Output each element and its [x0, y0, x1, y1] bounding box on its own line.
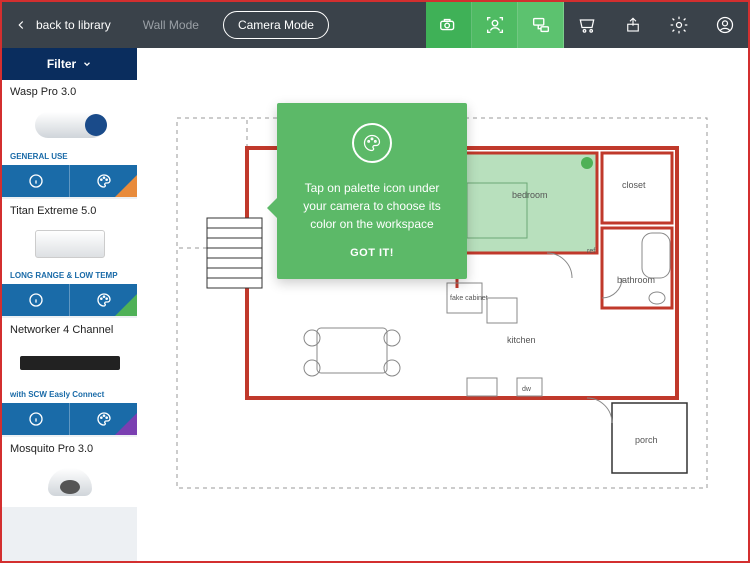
info-icon: [28, 292, 44, 308]
info-icon: [28, 411, 44, 427]
palette-icon: [96, 173, 112, 189]
card-image: [2, 457, 137, 507]
info-button[interactable]: [2, 284, 70, 316]
info-button[interactable]: [2, 403, 70, 435]
room-label: porch: [635, 435, 658, 445]
canvas-workspace[interactable]: bedroom closet bathroom kitchen dining/l…: [137, 48, 748, 561]
camera-card[interactable]: Titan Extreme 5.0 LONG RANGE & LOW TEMP: [2, 199, 137, 316]
filter-button[interactable]: Filter: [2, 48, 137, 80]
room-label: bathroom: [617, 275, 655, 285]
got-it-button[interactable]: GOT IT!: [293, 247, 451, 259]
room-label: fake cabinet: [450, 295, 488, 302]
room-label: closet: [622, 180, 646, 190]
card-image: [2, 100, 137, 150]
face-scan-icon: [484, 14, 506, 36]
card-title: Mosquito Pro 3.0: [2, 437, 137, 457]
info-icon: [28, 173, 44, 189]
share-icon: [624, 16, 642, 34]
green-toolbar: [426, 2, 564, 48]
card-tag: with SCW Easly Connect: [2, 388, 137, 403]
tab-camera-mode[interactable]: Camera Mode: [223, 11, 329, 39]
card-image: [2, 338, 137, 388]
tab-wall-mode[interactable]: Wall Mode: [143, 18, 199, 32]
right-toolbar: [564, 2, 748, 48]
camera-card[interactable]: Mosquito Pro 3.0: [2, 437, 137, 507]
camera-card[interactable]: Networker 4 Channel with SCW Easly Conne…: [2, 318, 137, 435]
card-image: [2, 219, 137, 269]
back-button[interactable]: back to library: [2, 18, 123, 32]
sidebar: Filter Wasp Pro 3.0 GENERAL USE Titan Ex…: [2, 48, 137, 561]
device-icon: [530, 14, 552, 36]
card-title: Wasp Pro 3.0: [2, 80, 137, 100]
card-title: Networker 4 Channel: [2, 318, 137, 338]
mode-tabs: Wall Mode Camera Mode: [143, 11, 329, 39]
settings-button[interactable]: [656, 2, 702, 48]
card-title: Titan Extreme 5.0: [2, 199, 137, 219]
hint-tooltip: Tap on palette icon under your camera to…: [277, 103, 467, 279]
palette-icon: [96, 411, 112, 427]
palette-hint-icon: [352, 123, 392, 163]
cart-button[interactable]: [564, 2, 610, 48]
content-area: Filter Wasp Pro 3.0 GENERAL USE Titan Ex…: [2, 48, 748, 561]
profile-button[interactable]: [702, 2, 748, 48]
palette-icon: [362, 133, 382, 153]
top-bar: back to library Wall Mode Camera Mode: [2, 2, 748, 48]
camera-icon: [438, 14, 460, 36]
card-tag: LONG RANGE & LOW TEMP: [2, 269, 137, 284]
card-corner: [115, 294, 137, 316]
room-label: kitchen: [507, 335, 536, 345]
room-label: bedroom: [512, 190, 548, 200]
share-button[interactable]: [610, 2, 656, 48]
back-arrow-icon: [14, 18, 28, 32]
chevron-down-icon: [82, 59, 92, 69]
card-corner: [115, 413, 137, 435]
tooltip-text: Tap on palette icon under your camera to…: [293, 179, 451, 233]
device-tool-button[interactable]: [518, 2, 564, 48]
profile-icon: [715, 15, 735, 35]
cart-icon: [577, 15, 597, 35]
room-label: dw: [522, 386, 532, 393]
camera-tool-button[interactable]: [426, 2, 472, 48]
card-corner: [115, 175, 137, 197]
card-tag: GENERAL USE: [2, 150, 137, 165]
camera-card[interactable]: Wasp Pro 3.0 GENERAL USE: [2, 80, 137, 197]
palette-icon: [96, 292, 112, 308]
room-label: ref: [587, 248, 595, 255]
gear-icon: [669, 15, 689, 35]
face-tool-button[interactable]: [472, 2, 518, 48]
filter-label: Filter: [47, 57, 76, 71]
back-label: back to library: [36, 18, 111, 32]
info-button[interactable]: [2, 165, 70, 197]
